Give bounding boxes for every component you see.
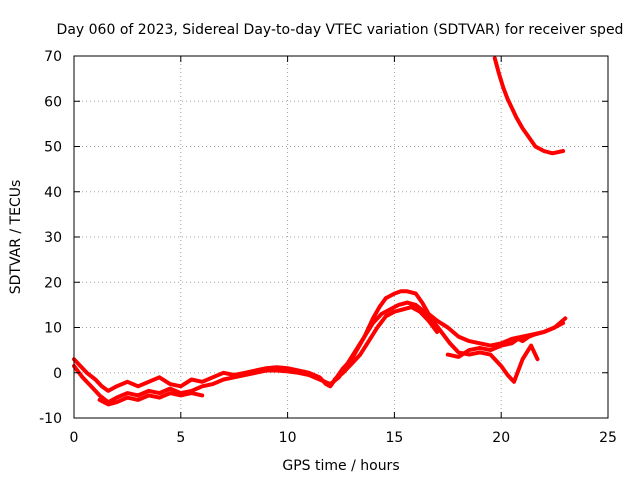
series-line-trace-b xyxy=(72,300,540,405)
series-layer xyxy=(72,56,568,407)
x-tick-label: 20 xyxy=(492,430,510,446)
y-tick-label: 20 xyxy=(44,275,62,291)
x-tick-label: 0 xyxy=(70,430,79,446)
series-line-high-trace xyxy=(492,56,566,156)
series-line-trace-a xyxy=(72,289,568,393)
x-tick-label: 15 xyxy=(385,430,403,446)
y-tick-label: 0 xyxy=(53,366,62,382)
y-tick-label: 40 xyxy=(44,185,62,201)
series-line-trace-e xyxy=(332,305,440,382)
y-tick-label: 10 xyxy=(44,321,62,337)
x-axis-label: GPS time / hours xyxy=(282,458,399,474)
x-tick-label: 10 xyxy=(279,430,297,446)
x-tick-label: 25 xyxy=(599,430,617,446)
y-tick-label: 30 xyxy=(44,230,62,246)
series-line-trace-d xyxy=(445,321,566,359)
series-line-trace-c xyxy=(97,391,205,407)
y-axis-label: SDTVAR / TECUs xyxy=(8,180,24,295)
x-tick-label: 5 xyxy=(176,430,185,446)
y-tick-label: 60 xyxy=(44,94,62,110)
axis-ticks: 0 5 10 15 20 25 -10 0 10 20 30 40 50 60 70 xyxy=(39,49,617,446)
y-tick-label: -10 xyxy=(39,411,62,427)
y-tick-label: 50 xyxy=(44,140,62,156)
y-tick-label: 70 xyxy=(44,49,62,65)
chart-title: Day 060 of 2023, Sidereal Day-to-day VTE… xyxy=(57,22,624,38)
